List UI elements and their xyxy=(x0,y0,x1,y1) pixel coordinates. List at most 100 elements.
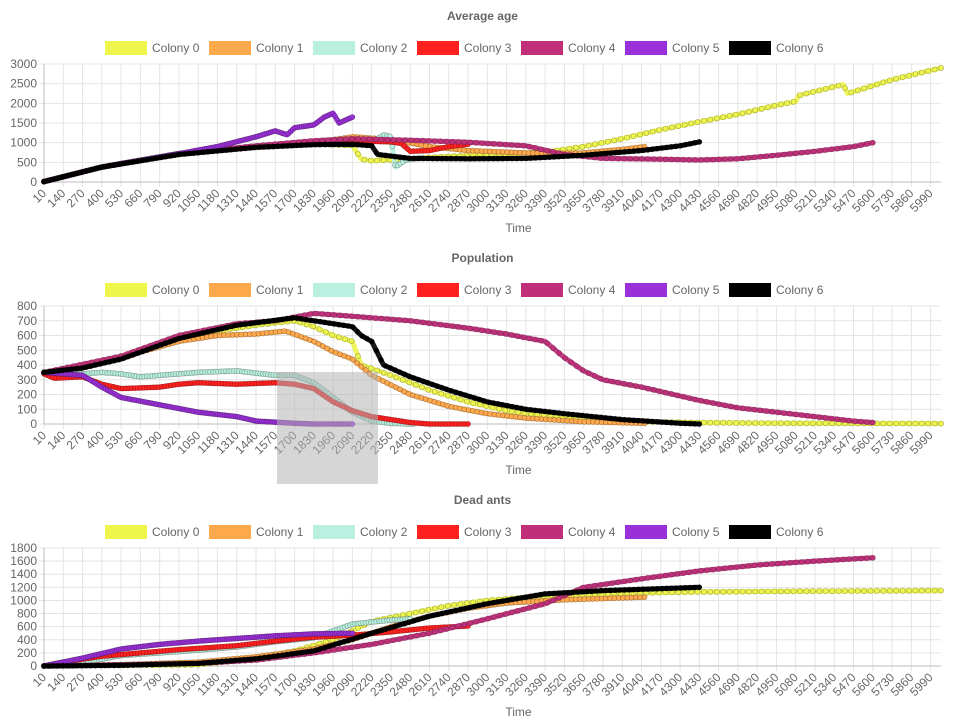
data-point xyxy=(538,337,545,344)
data-point xyxy=(425,320,432,326)
data-point xyxy=(443,138,450,145)
legend-label-colony-6[interactable]: Colony 6 xyxy=(776,41,824,55)
data-point xyxy=(214,658,221,665)
legend-label-colony-5[interactable]: Colony 5 xyxy=(672,41,720,55)
legend-swatch-colony-6[interactable] xyxy=(729,41,771,55)
legend-swatch-colony-3[interactable] xyxy=(417,283,459,297)
data-point xyxy=(656,573,663,580)
legend-swatch-colony-5[interactable] xyxy=(625,41,667,55)
legend-swatch-colony-4[interactable] xyxy=(521,525,563,539)
data-point xyxy=(874,588,880,594)
legend-label-colony-5[interactable]: Colony 5 xyxy=(672,283,720,297)
data-point xyxy=(387,372,393,378)
data-point xyxy=(384,638,391,645)
legend-label-colony-6[interactable]: Colony 6 xyxy=(776,283,824,297)
legend-label-colony-1[interactable]: Colony 1 xyxy=(256,283,304,297)
legend-label-colony-4[interactable]: Colony 4 xyxy=(568,525,616,539)
x-tick-label: 5990 xyxy=(907,428,936,457)
data-point xyxy=(322,329,329,336)
data-point xyxy=(650,156,657,162)
data-point xyxy=(840,416,847,423)
data-point xyxy=(237,321,244,328)
data-point xyxy=(682,141,689,148)
data-point xyxy=(444,603,451,609)
legend-label-colony-1[interactable]: Colony 1 xyxy=(256,525,304,539)
data-point xyxy=(408,137,414,144)
legend-label-colony-2[interactable]: Colony 2 xyxy=(360,41,408,55)
legend-label-colony-4[interactable]: Colony 4 xyxy=(568,41,616,55)
data-point xyxy=(181,334,188,341)
legend-swatch-colony-6[interactable] xyxy=(729,525,771,539)
legend-swatch-colony-1[interactable] xyxy=(209,41,251,55)
legend-label-colony-1[interactable]: Colony 1 xyxy=(256,41,304,55)
data-point xyxy=(556,350,562,356)
data-point xyxy=(886,587,893,594)
data-point xyxy=(560,410,567,417)
data-point xyxy=(777,420,784,427)
data-point xyxy=(659,145,665,151)
legend-swatch-colony-5[interactable] xyxy=(625,283,667,297)
data-point xyxy=(673,143,679,150)
legend-label-colony-3[interactable]: Colony 3 xyxy=(464,525,512,539)
data-point xyxy=(396,317,403,323)
legend-label-colony-3[interactable]: Colony 3 xyxy=(464,283,512,297)
data-point xyxy=(784,100,791,106)
data-point xyxy=(607,150,614,156)
legend-swatch-colony-0[interactable] xyxy=(105,283,147,297)
data-point xyxy=(733,419,739,426)
data-point xyxy=(97,164,104,171)
data-point xyxy=(485,615,491,622)
data-point xyxy=(348,313,355,320)
legend-swatch-colony-3[interactable] xyxy=(417,525,459,539)
data-point xyxy=(372,136,379,143)
legend-swatch-colony-5[interactable] xyxy=(625,525,667,539)
legend-swatch-colony-2[interactable] xyxy=(313,525,355,539)
legend-swatch-colony-6[interactable] xyxy=(729,283,771,297)
data-point xyxy=(349,114,356,120)
data-point xyxy=(485,328,491,335)
legend-swatch-colony-2[interactable] xyxy=(313,283,355,297)
legend-label-colony-3[interactable]: Colony 3 xyxy=(464,41,512,55)
data-point xyxy=(716,156,722,163)
data-point xyxy=(438,384,445,391)
legend-swatch-colony-4[interactable] xyxy=(521,41,563,55)
data-point xyxy=(312,318,319,324)
data-point xyxy=(204,328,211,335)
data-point xyxy=(644,146,651,153)
legend-label-colony-0[interactable]: Colony 0 xyxy=(152,525,200,539)
legend-swatch-colony-1[interactable] xyxy=(209,283,251,297)
data-point xyxy=(402,137,408,144)
data-point xyxy=(354,135,361,142)
data-point xyxy=(656,127,662,134)
data-point xyxy=(639,155,645,162)
data-point xyxy=(41,369,47,376)
legend-swatch-colony-1[interactable] xyxy=(209,525,251,539)
data-point xyxy=(256,655,263,662)
legend-swatch-colony-3[interactable] xyxy=(417,41,459,55)
data-point xyxy=(751,406,758,413)
data-point xyxy=(592,141,598,148)
data-point xyxy=(842,85,848,91)
legend-label-colony-6[interactable]: Colony 6 xyxy=(776,525,824,539)
legend-label-colony-0[interactable]: Colony 0 xyxy=(152,283,200,297)
legend-label-colony-4[interactable]: Colony 4 xyxy=(568,283,616,297)
data-point xyxy=(852,143,858,150)
legend-swatch-colony-0[interactable] xyxy=(105,41,147,55)
y-tick-label: 1000 xyxy=(10,136,37,150)
data-point xyxy=(621,380,628,387)
legend-swatch-colony-0[interactable] xyxy=(105,525,147,539)
legend-label-colony-2[interactable]: Colony 2 xyxy=(360,525,408,539)
data-point xyxy=(650,574,657,580)
legend-swatch-colony-2[interactable] xyxy=(313,41,355,55)
data-point xyxy=(293,315,300,321)
data-point xyxy=(310,323,316,330)
legend-swatch-colony-4[interactable] xyxy=(521,283,563,297)
data-point xyxy=(87,363,94,369)
legend-label-colony-2[interactable]: Colony 2 xyxy=(360,283,408,297)
data-point xyxy=(393,374,400,381)
legend-label-colony-0[interactable]: Colony 0 xyxy=(152,41,200,55)
data-point xyxy=(537,407,544,414)
data-point xyxy=(279,652,286,659)
data-point xyxy=(158,154,164,161)
legend-label-colony-5[interactable]: Colony 5 xyxy=(672,525,720,539)
